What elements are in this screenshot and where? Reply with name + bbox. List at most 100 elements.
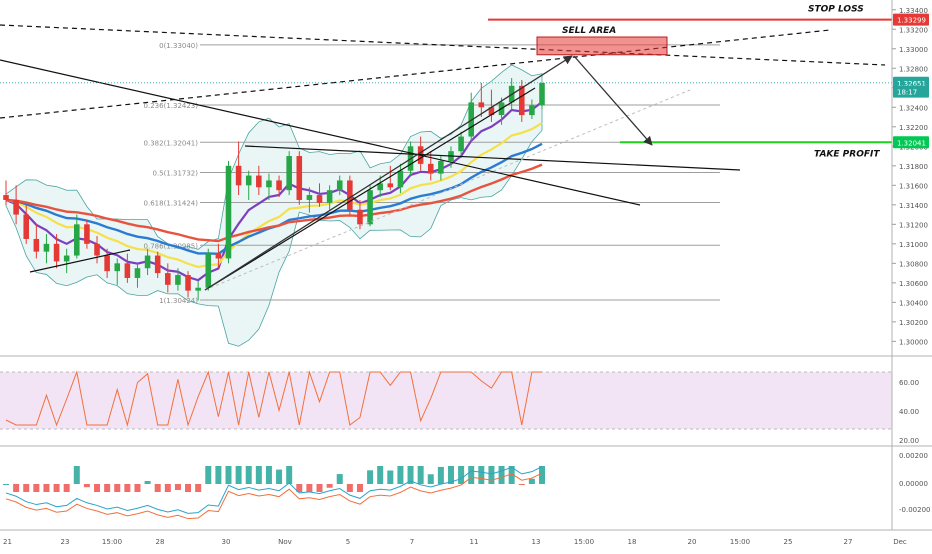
price-tick-label: 1.31600 [899,182,928,190]
macd-histogram-bar [144,481,151,484]
price-badge [893,136,929,149]
macd-histogram-bar [508,466,515,484]
macd-histogram-bar [195,484,202,492]
price-tick-label: 1.33400 [899,7,928,15]
macd-histogram-bar [164,484,171,492]
price-tick-label: 1.31200 [899,221,928,229]
macd-histogram-bar [33,484,40,492]
time-tick-label: 11 [470,538,479,546]
fib-level-label: 0.5(1.31732) [152,169,198,177]
macd-histogram-bar [458,466,465,484]
price-tick-label: 1.30200 [899,319,928,327]
ma-yellow [5,122,543,269]
macd-signal-line [5,472,543,520]
price-pane[interactable]: 0(1.33040) 0.236(1.32423) 0.382(1.32041) 0.… [0,5,932,447]
macd-histogram-bar [73,466,80,484]
time-tick-label: 25 [784,538,793,546]
rsi-pane[interactable] [0,370,892,430]
candle [245,175,252,186]
macd-histogram-bar [215,466,222,484]
price-tick-label: 1.30400 [899,299,928,307]
candle [94,243,100,256]
macd-histogram-bar [377,466,384,484]
macd-tick-label: 0.00200 [899,452,928,460]
candle [215,253,222,259]
macd-histogram-bar [185,484,192,492]
macd-histogram-bar [225,466,232,484]
time-tick-label: 28 [156,538,165,546]
candle [205,253,212,288]
price-tick-label: 1.30800 [899,260,928,268]
macd-histogram-bar [488,466,495,484]
macd-line [5,466,543,514]
price-axis[interactable]: 1.30000 1.30200 1.30400 1.30600 1.30800 1.310… [891,0,930,530]
candle [134,268,141,278]
candle [438,160,444,174]
candle [43,243,50,252]
candle [13,199,19,215]
macd-histogram-bar [255,466,262,484]
macd-histogram-bar [235,466,242,484]
candle [256,175,262,188]
price-tick-label: 1.32400 [899,104,928,112]
ma-red [5,163,543,243]
fib-level-label: 0.236(1.32423) [144,102,199,110]
time-tick-label: 30 [222,538,231,546]
time-tick-label: 7 [410,538,414,546]
macd-tick-label: 0.00000 [899,480,928,488]
rsi-tick-label: 40.00 [899,408,919,416]
macd-histogram-bar [205,466,212,484]
macd-histogram-bar [539,466,545,484]
fib-level-label: 0(1.33040) [159,42,198,50]
candle [387,183,394,188]
candle [84,224,90,244]
time-tick-label: 21 [3,538,12,546]
macd-histogram-bar [276,469,283,484]
horizontal-trendline [244,145,741,171]
price-badge-label: 18:17 [897,89,917,97]
time-tick-label: 15:00 [574,538,594,546]
time-tick-label: 27 [844,538,853,546]
time-tick-label: Nov [278,538,292,546]
candle [296,156,303,200]
candle [33,238,40,252]
fib-level-label: 0.618(1.31424) [144,199,199,207]
price-tick-label: 1.33200 [899,26,928,34]
take-profit-label: TAKE PROFIT [814,149,880,159]
dashed-support [0,29,831,119]
macd-histogram-bar [114,484,121,492]
macd-pane[interactable] [3,466,545,520]
candle [276,180,282,191]
candle [306,195,313,200]
macd-histogram-bar [367,470,374,484]
price-tick-label: 1.30000 [899,338,928,346]
candle [458,136,464,152]
macd-histogram-bar [53,484,60,492]
price-badge-label: 1.32651 [897,80,926,88]
candle [23,214,30,239]
macd-histogram-bar [518,484,525,485]
fib-level-label: 0.382(1.32041) [144,139,199,147]
time-axis[interactable]: 21 23 15:00 28 30 Nov 5 7 11 13 15:00 18 20 15:00 25 27… [0,529,932,546]
candle [367,190,373,225]
sell-area-box [536,36,668,56]
price-badge-label: 1.32041 [897,139,926,147]
time-tick-label: 15:00 [730,538,750,546]
macd-histogram-bar [316,484,323,492]
macd-histogram-bar [346,484,353,492]
macd-histogram-bar [174,484,181,490]
macd-histogram-bar [478,466,485,484]
channel-line-upper [204,87,536,291]
price-badge [893,85,929,98]
candle [154,255,161,274]
price-tick-label: 1.31000 [899,241,928,249]
macd-histogram-bar [356,484,363,492]
candle [3,195,9,200]
macd-histogram-bar [154,484,161,492]
candle [427,163,434,174]
candle [488,107,495,116]
candle [144,255,151,269]
candle [266,180,272,188]
